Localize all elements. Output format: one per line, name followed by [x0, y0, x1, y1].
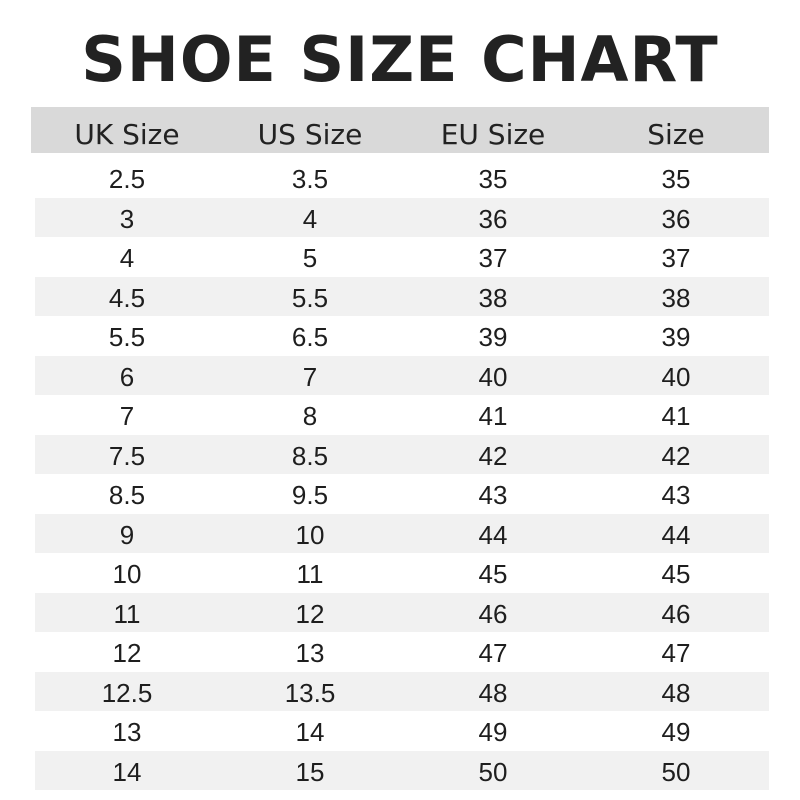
cell-eu-size: 49 [478, 717, 508, 747]
cell-uk-size: 10 [112, 559, 142, 589]
cell-uk-size: 9 [119, 519, 135, 550]
cell-us-size: 5 [302, 243, 318, 273]
cell-eu-size: 36 [478, 203, 508, 234]
cell-size: 44 [661, 519, 691, 550]
column-header-eu: EU Size [440, 118, 546, 151]
cell-eu-size: 45 [478, 559, 508, 589]
table-row: 7.5 8.5 42 42 [35, 434, 769, 474]
table-row: 12.5 13.5 48 48 [35, 671, 769, 711]
cell-us-size: 8.5 [291, 440, 329, 471]
cell-uk-size: 12 [112, 638, 142, 668]
cell-eu-size: 35 [478, 164, 508, 194]
cell-size: 38 [661, 282, 691, 313]
table-row: 14 15 50 50 [35, 750, 769, 790]
cell-uk-size: 13 [112, 717, 142, 747]
cell-us-size: 6.5 [291, 322, 329, 352]
table-body: 2.5 3.5 35 35 3 4 36 36 4 5 37 37 4.5 5.5 38 38 5.5 6.5 39… [35, 158, 769, 790]
cell-us-size: 7 [302, 361, 318, 392]
cell-uk-size: 11 [113, 598, 141, 629]
table-row: 11 12 46 46 [35, 592, 769, 632]
table-row: 10 11 45 45 [35, 553, 769, 593]
cell-us-size: 10 [295, 519, 325, 550]
table-row: 7 8 41 41 [35, 395, 769, 435]
table-row: 4.5 5.5 38 38 [35, 276, 769, 316]
cell-us-size: 14 [295, 717, 325, 747]
cell-us-size: 13 [295, 638, 325, 668]
cell-size: 42 [661, 440, 691, 471]
cell-size: 43 [661, 480, 691, 510]
cell-eu-size: 41 [478, 401, 508, 431]
cell-uk-size: 4 [119, 243, 135, 273]
cell-eu-size: 48 [478, 677, 508, 708]
cell-size: 35 [661, 164, 691, 194]
cell-eu-size: 37 [478, 243, 508, 273]
cell-us-size: 4 [302, 203, 318, 234]
cell-size: 40 [661, 361, 691, 392]
column-header-us: US Size [257, 118, 363, 151]
cell-uk-size: 8.5 [108, 480, 146, 510]
cell-us-size: 12 [295, 598, 325, 629]
cell-size: 47 [661, 638, 691, 668]
cell-us-size: 13.5 [284, 677, 336, 708]
table-row: 9 10 44 44 [35, 513, 769, 553]
table-row: 6 7 40 40 [35, 355, 769, 395]
table-row: 5.5 6.5 39 39 [35, 316, 769, 356]
cell-us-size: 11 [296, 559, 324, 589]
cell-uk-size: 5.5 [108, 322, 146, 352]
cell-eu-size: 47 [478, 638, 508, 668]
cell-eu-size: 38 [478, 282, 508, 313]
table-row: 12 13 47 47 [35, 632, 769, 672]
cell-uk-size: 14 [112, 756, 142, 787]
cell-us-size: 15 [295, 756, 325, 787]
cell-us-size: 3.5 [291, 164, 329, 194]
cell-size: 49 [661, 717, 691, 747]
cell-uk-size: 2.5 [108, 164, 146, 194]
cell-size: 48 [661, 677, 691, 708]
column-header-uk: UK Size [74, 118, 180, 151]
column-header-size: Size [647, 118, 705, 151]
cell-uk-size: 7.5 [108, 440, 146, 471]
cell-size: 39 [661, 322, 691, 352]
table-row: 13 14 49 49 [35, 711, 769, 751]
cell-uk-size: 12.5 [101, 677, 153, 708]
cell-eu-size: 40 [478, 361, 508, 392]
cell-uk-size: 6 [119, 361, 135, 392]
cell-uk-size: 4.5 [108, 282, 146, 313]
cell-eu-size: 39 [478, 322, 508, 352]
cell-uk-size: 3 [119, 203, 135, 234]
page-title: SHOE SIZE CHART [81, 23, 719, 96]
cell-us-size: 9.5 [291, 480, 329, 510]
table-row: 2.5 3.5 35 35 [35, 158, 769, 198]
cell-eu-size: 50 [478, 756, 508, 787]
cell-size: 45 [661, 559, 691, 589]
table-row: 4 5 37 37 [35, 237, 769, 277]
cell-size: 37 [661, 243, 691, 273]
cell-size: 36 [661, 203, 691, 234]
cell-size: 41 [661, 401, 691, 431]
cell-uk-size: 7 [119, 401, 135, 431]
cell-eu-size: 43 [478, 480, 508, 510]
cell-size: 46 [661, 598, 691, 629]
cell-us-size: 5.5 [291, 282, 329, 313]
table-row: 8.5 9.5 43 43 [35, 474, 769, 514]
cell-eu-size: 44 [478, 519, 508, 550]
cell-us-size: 8 [302, 401, 318, 431]
cell-eu-size: 42 [478, 440, 508, 471]
cell-size: 50 [661, 756, 691, 787]
table-header: UK Size US Size EU Size Size [31, 107, 769, 153]
table-row: 3 4 36 36 [35, 197, 769, 237]
cell-eu-size: 46 [478, 598, 508, 629]
